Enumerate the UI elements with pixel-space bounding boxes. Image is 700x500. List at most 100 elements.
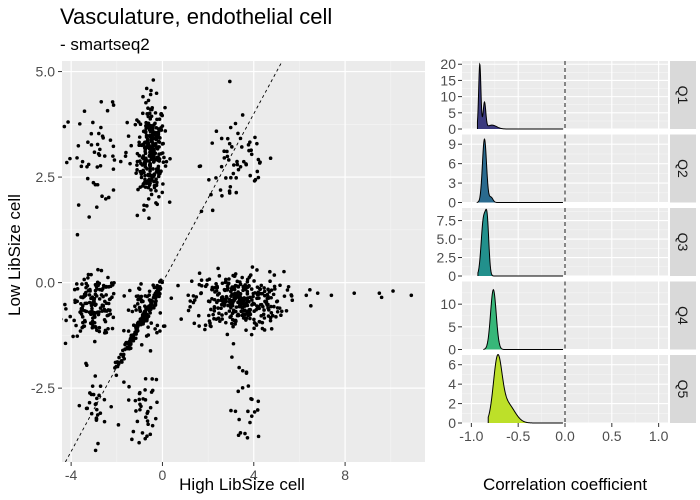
scatter-point	[154, 377, 159, 382]
scatter-point	[157, 117, 162, 122]
scatter-point	[82, 109, 87, 114]
scatter-y-tick-label: -2.5	[31, 380, 55, 396]
scatter-point	[244, 370, 249, 374]
scatter-point	[208, 323, 213, 328]
scatter-point	[156, 132, 161, 137]
scatter-point	[246, 409, 250, 414]
scatter-point	[188, 305, 192, 309]
scatter-point	[154, 141, 158, 146]
scatter-point	[111, 167, 116, 171]
scatter-point	[220, 313, 224, 317]
scatter-point	[249, 287, 254, 291]
scatter-point	[139, 319, 144, 323]
scatter-point	[226, 303, 230, 308]
scatter-point	[86, 140, 90, 145]
scatter-point	[111, 315, 116, 320]
scatter-point	[150, 423, 155, 428]
scatter-point	[97, 281, 102, 286]
scatter-point	[203, 323, 208, 328]
scatter-point	[379, 295, 384, 300]
scatter-point	[75, 334, 80, 338]
scatter-point	[232, 287, 237, 292]
scatter-point	[95, 396, 99, 401]
scatter-point	[142, 157, 146, 161]
scatter-point	[148, 432, 153, 437]
scatter-point	[275, 299, 280, 303]
scatter-point	[304, 293, 309, 298]
scatter-point	[103, 309, 107, 313]
scatter-point	[245, 277, 250, 282]
scatter-point	[72, 287, 77, 292]
scatter-point	[103, 197, 108, 201]
scatter-point	[134, 308, 138, 312]
scatter-point	[102, 419, 107, 424]
scatter-point	[157, 194, 161, 199]
scatter-point	[235, 162, 240, 167]
scatter-point	[138, 390, 142, 395]
scatter-point	[249, 414, 254, 418]
density-area	[488, 354, 564, 423]
scatter-point	[231, 341, 236, 346]
scatter-point	[143, 436, 148, 441]
scatter-point	[153, 111, 158, 115]
density-panel-q2: 0 3 6 9 Q2	[448, 134, 696, 211]
scatter-point	[262, 289, 267, 294]
scatter-point	[229, 294, 233, 298]
scatter-point	[217, 274, 222, 278]
scatter-point	[154, 126, 159, 130]
scatter-point	[79, 164, 84, 169]
scatter-point	[84, 281, 88, 286]
scatter-point	[149, 321, 154, 325]
scatter-point	[86, 276, 90, 280]
scatter-point	[210, 141, 215, 145]
scatter-point	[149, 154, 154, 159]
scatter-point	[250, 265, 255, 269]
scatter-point	[134, 294, 139, 299]
scatter-point	[152, 159, 156, 164]
scatter-point	[145, 137, 150, 141]
scatter-point	[285, 288, 290, 292]
scatter-point	[235, 293, 239, 297]
scatter-point	[99, 293, 104, 297]
scatter-point	[255, 304, 259, 308]
scatter-point	[130, 437, 134, 442]
scatter-point	[143, 398, 148, 402]
scatter-point	[144, 145, 149, 150]
scatter-point	[211, 312, 215, 317]
scatter-point	[168, 156, 172, 161]
scatter-point	[236, 131, 240, 136]
scatter-point	[199, 209, 204, 214]
scatter-point	[111, 291, 116, 296]
scatter-point	[80, 282, 84, 286]
scatter-point	[309, 304, 313, 308]
scatter-point	[100, 288, 104, 292]
scatter-point	[97, 393, 101, 398]
scatter-point	[226, 158, 231, 162]
scatter-point	[137, 153, 142, 158]
scatter-point	[274, 315, 278, 319]
density-panels: 05101520Q10369Q202.55.07.5Q30510Q40246Q5…	[437, 56, 696, 444]
scatter-point	[163, 129, 168, 133]
scatter-points	[62, 78, 414, 453]
scatter-point	[241, 288, 245, 293]
scatter-point	[157, 172, 161, 176]
scatter-point	[95, 407, 99, 412]
scatter-x-tick-label: 4	[250, 467, 258, 483]
scatter-point	[94, 402, 98, 406]
scatter-point	[160, 151, 165, 155]
scatter-point	[249, 148, 253, 153]
scatter-point	[191, 294, 196, 298]
scatter-point	[244, 162, 249, 167]
scatter-point	[154, 91, 159, 96]
scatter-point	[96, 152, 101, 156]
density-y-tick-label: 5	[448, 319, 456, 335]
scatter-point	[152, 147, 156, 151]
scatter-point	[272, 304, 276, 309]
scatter-point	[92, 339, 97, 344]
scatter-point	[155, 323, 160, 328]
scatter-point	[126, 134, 131, 138]
scatter-point	[212, 309, 217, 313]
scatter-point	[229, 305, 233, 310]
scatter-point	[234, 190, 239, 195]
